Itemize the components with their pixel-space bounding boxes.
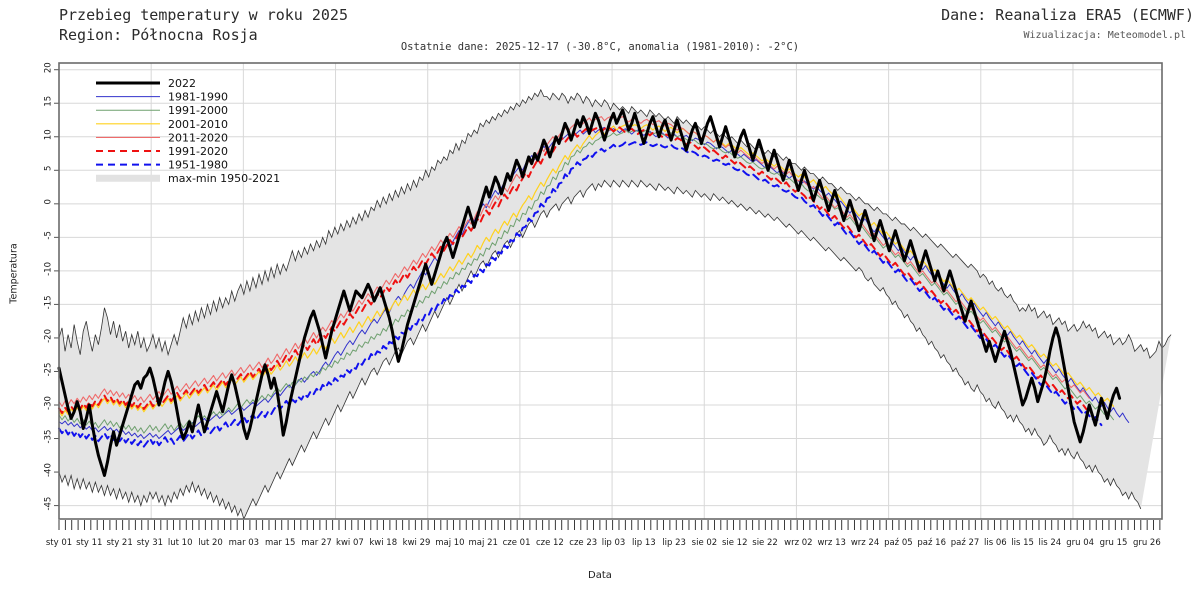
- x-tick-label: cze 12: [536, 538, 564, 548]
- x-tick-label: mar 27: [301, 538, 332, 548]
- y-tick-label: -45: [44, 497, 54, 511]
- x-tick-label: lut 10: [168, 538, 193, 548]
- legend-label-4[interactable]: 2011-2020: [168, 131, 228, 144]
- x-tick-label: sty 31: [137, 538, 163, 548]
- axes-layer: [54, 62, 1163, 530]
- y-tick-label: -5: [44, 231, 54, 239]
- plot-frame: [58, 62, 1163, 520]
- x-tick-label: mar 15: [265, 538, 296, 548]
- x-tick-label: sty 11: [76, 538, 102, 548]
- x-tick-label: paź 16: [917, 538, 946, 548]
- last-data-subtitle: Ostatnie dane: 2025-12-17 (-30.8°C, anom…: [400, 41, 800, 53]
- x-tick-label: kwi 18: [369, 538, 397, 548]
- legend-label-0[interactable]: 2022: [168, 77, 196, 90]
- series-line-2022: [57, 108, 1122, 477]
- y-tick-label: 15: [44, 96, 54, 107]
- x-tick-label: maj 10: [435, 538, 464, 548]
- chart-legend[interactable]: 20221981-19901991-20002001-20102011-2020…: [96, 77, 280, 185]
- y-tick-label: -25: [44, 363, 54, 377]
- y-tick-label: -35: [44, 430, 54, 444]
- x-tick-label: lip 13: [632, 538, 656, 548]
- x-tick-label: cze 23: [569, 538, 597, 548]
- y-tick-label: -10: [44, 262, 54, 276]
- x-tick-label: lip 03: [602, 538, 626, 548]
- x-tick-label: paź 27: [951, 538, 980, 548]
- x-tick-label: paź 05: [884, 538, 913, 548]
- legend-label-5[interactable]: 1991-2020: [168, 145, 228, 158]
- series-layer: [57, 108, 1130, 477]
- x-tick-label: sie 02: [692, 538, 718, 548]
- minmax-band: [58, 88, 1172, 521]
- x-tick-label: cze 01: [503, 538, 531, 548]
- legend-label-1[interactable]: 1981-1990: [168, 91, 228, 104]
- series-line-1991-2000: [58, 129, 1115, 434]
- series-line-1951-1980: [58, 141, 1103, 448]
- y-tick-label: -20: [44, 329, 54, 343]
- x-tick-label: sie 22: [752, 538, 778, 548]
- x-tick-label: mar 03: [229, 538, 260, 548]
- y-tick-label: 10: [44, 129, 54, 140]
- legend-label-3[interactable]: 2001-2010: [168, 118, 228, 131]
- y-tick-label: -30: [44, 396, 54, 410]
- x-tick-label: lis 15: [1011, 538, 1034, 548]
- x-tick-label: lis 06: [984, 538, 1007, 548]
- legend-label-6[interactable]: 1951-1980: [168, 159, 228, 172]
- x-tick-label: gru 04: [1066, 538, 1094, 548]
- minmax-min-line: [58, 179, 1142, 521]
- legend-label-2[interactable]: 1991-2000: [168, 104, 228, 117]
- x-axis-title: Data: [588, 570, 612, 581]
- page-title: Przebieg temperatury w roku 2025: [59, 6, 348, 24]
- visualization-credit: Wizualizacja: Meteomodel.pl: [1023, 30, 1186, 41]
- x-tick-label: sty 21: [106, 538, 132, 548]
- x-tick-label: wrz 24: [851, 538, 879, 548]
- x-tick-label: lis 24: [1039, 538, 1062, 548]
- minmax-max-line: [58, 88, 1172, 359]
- y-tick-label: 5: [44, 166, 54, 171]
- x-tick-label: gru 26: [1133, 538, 1161, 548]
- x-tick-label: lut 20: [198, 538, 223, 548]
- minmax-band-fill: [59, 89, 1172, 519]
- x-tick-label: maj 21: [469, 538, 498, 548]
- x-tick-label: sty 01: [46, 538, 72, 548]
- y-tick-label: 0: [44, 199, 54, 204]
- tick-labels: 20 15 10 5 0 -5 -10 -15 -20 -25 -30 -35 -40 -45 sty 01…: [44, 62, 1161, 548]
- x-tick-label: lip 23: [662, 538, 686, 548]
- legend-label-7[interactable]: max-min 1950-2021: [168, 172, 280, 185]
- x-tick-label: kwi 29: [403, 538, 431, 548]
- region-subtitle: Region: Północna Rosja: [59, 26, 258, 44]
- x-tick-label: gru 15: [1100, 538, 1128, 548]
- y-tick-label: -40: [44, 463, 54, 477]
- y-tick-label: -15: [44, 295, 54, 309]
- x-tick-label: wrz 13: [817, 538, 845, 548]
- x-tick-label: wrz 02: [784, 538, 812, 548]
- x-tick-label: sie 12: [722, 538, 748, 548]
- series-line-1981-1990: [58, 126, 1130, 440]
- x-tick-label: kwi 07: [336, 538, 364, 548]
- series-line-2011-2020: [58, 116, 1090, 407]
- y-tick-label: 20: [44, 62, 54, 73]
- data-source-label: Dane: Reanaliza ERA5 (ECMWF): [941, 6, 1194, 24]
